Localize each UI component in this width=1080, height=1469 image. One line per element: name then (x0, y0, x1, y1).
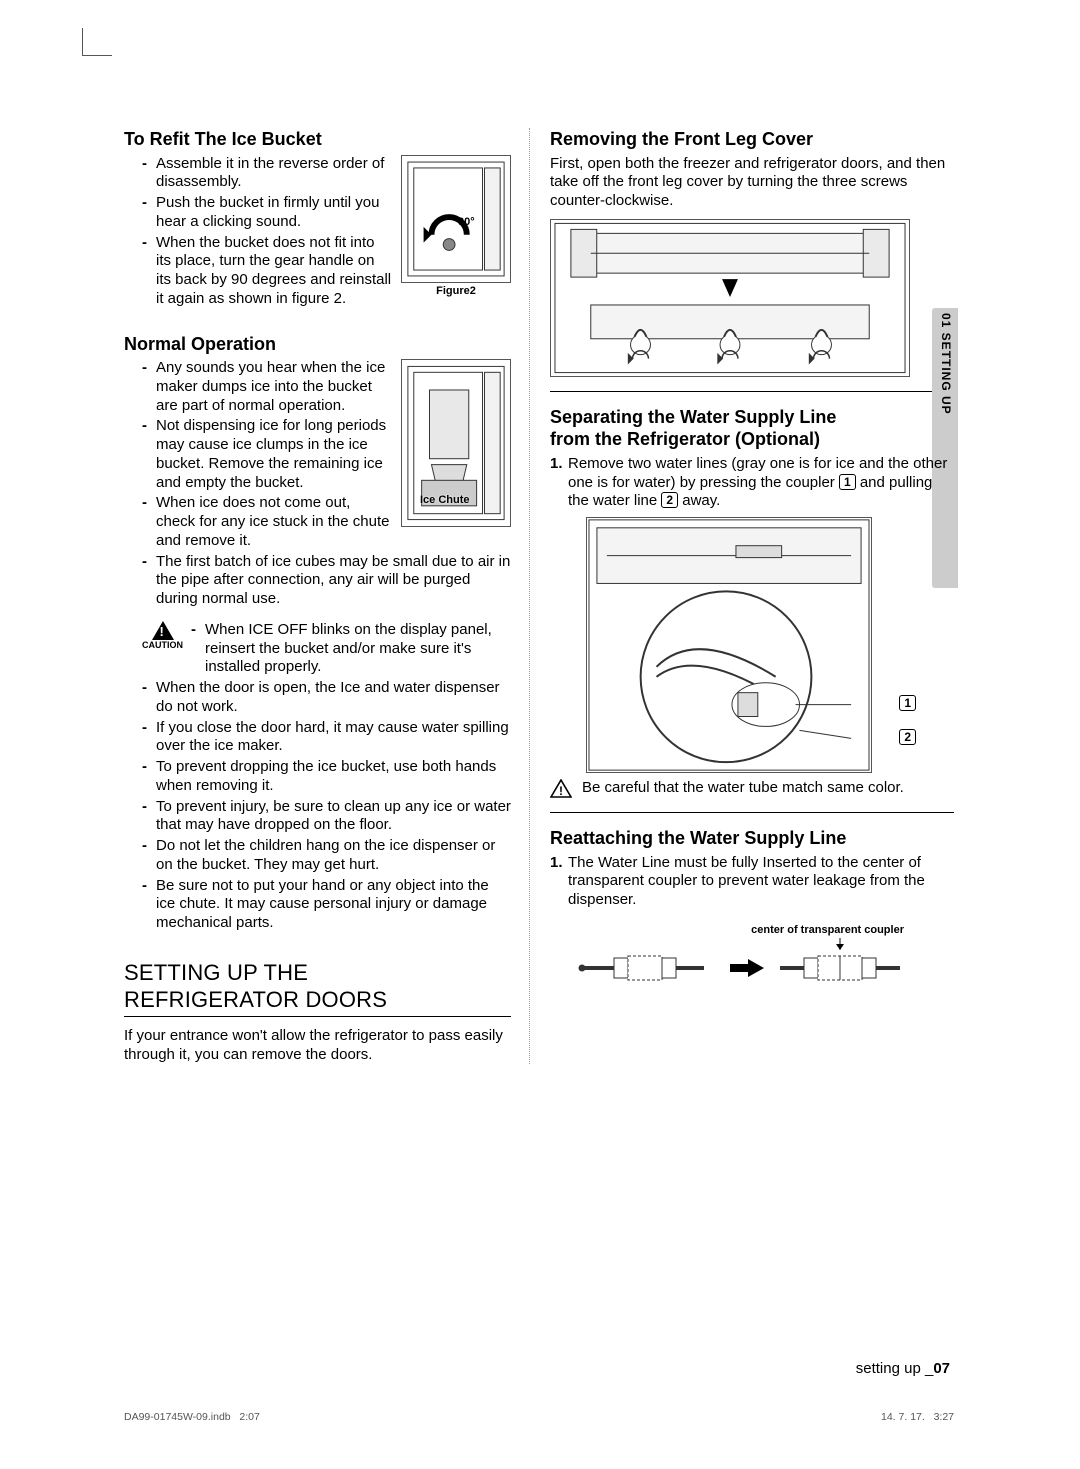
heading-line-2: REFRIGERATOR DOORS (124, 987, 387, 1012)
reattach-text: The Water Line must be fully Inserted to… (568, 854, 925, 909)
left-column: To Refit The Ice Bucket Assemble it in t… (124, 128, 530, 1064)
separate-water-step-1: 1. Remove two water lines (gray one is f… (550, 455, 954, 511)
normal-op-list-b: The first batch of ice cubes may be smal… (142, 553, 511, 609)
figure-2-caption: Figure2 (401, 285, 511, 299)
normal-op-item: Any sounds you hear when the ice maker d… (142, 359, 393, 415)
refit-list: Assemble it in the reverse order of disa… (142, 155, 393, 311)
footer-right-time: 3:27 (934, 1411, 954, 1423)
caution-item: When ICE OFF blinks on the display panel… (191, 621, 511, 677)
right-column: Removing the Front Leg Cover First, open… (550, 128, 954, 1064)
setting-up-doors-para: If your entrance won't allow the refrige… (124, 1027, 511, 1065)
heading-separate-water-a: Separating the Water Supply Line (550, 406, 954, 429)
figure-ref-2: 2 (899, 729, 916, 745)
divider (550, 391, 954, 392)
caution-item: Do not let the children hang on the ice … (142, 837, 511, 875)
footer-file: DA99-01745W-09.indb (124, 1411, 231, 1423)
caution-item: When the door is open, the Ice and water… (142, 679, 511, 717)
normal-op-item: When ice does not come out, check for an… (142, 494, 393, 550)
refit-item: When the bucket does not fit into its pl… (142, 234, 393, 309)
footer-left-time: 2:07 (239, 1411, 259, 1423)
normal-op-item: The first batch of ice cubes may be smal… (142, 553, 511, 609)
figure-2-angle-label: 90° (458, 216, 475, 230)
side-tab-label: 01 SETTING UP (939, 313, 953, 415)
svg-text:!: ! (559, 784, 563, 798)
warning-row: ! Be careful that the water tube match s… (550, 779, 954, 798)
inline-ref-1: 1 (839, 474, 856, 490)
heading-normal-operation: Normal Operation (124, 333, 511, 356)
figure-separate-water (586, 517, 872, 773)
warning-icon: ! (550, 779, 572, 798)
figure-ice-chute-label: Ice Chute (420, 494, 470, 508)
reattach-step-1: 1.The Water Line must be fully Inserted … (550, 854, 954, 910)
caution-item: To prevent dropping the ice bucket, use … (142, 758, 511, 796)
footer-page-num: 07 (933, 1360, 950, 1377)
normal-op-list-a: Any sounds you hear when the ice maker d… (142, 359, 393, 553)
page-content: 01 SETTING UP To Refit The Ice Bucket As… (124, 128, 954, 1348)
figure-2-illustration: 90° (401, 155, 511, 283)
step-text-c: away. (678, 492, 720, 509)
heading-line-1: SETTING UP THE (124, 960, 308, 985)
inline-ref-2: 2 (661, 492, 678, 508)
footer-date: 14. 7. 17. (881, 1411, 925, 1423)
refit-item: Push the bucket in firmly until you hear… (142, 194, 393, 232)
caution-icon: CAUTION (142, 621, 183, 651)
coupler-fig-label: center of transparent coupler (550, 924, 954, 938)
heading-setting-up-doors: SETTING UP THE REFRIGERATOR DOORS (124, 959, 511, 1017)
caution-item: To prevent injury, be sure to clean up a… (142, 798, 511, 836)
divider (550, 812, 954, 813)
separate-water-steps: 1. Remove two water lines (gray one is f… (550, 455, 954, 511)
figure-ice-chute: Ice Chute (401, 359, 511, 527)
refit-item: Assemble it in the reverse order of disa… (142, 155, 393, 193)
heading-reattach-water: Reattaching the Water Supply Line (550, 827, 954, 850)
caution-word: CAUTION (142, 640, 183, 651)
footer-section: setting up _ (856, 1360, 934, 1377)
caution-item: If you close the door hard, it may cause… (142, 719, 511, 757)
figure-ref-1: 1 (899, 695, 916, 711)
remove-leg-cover-para: First, open both the freezer and refrige… (550, 155, 954, 211)
normal-op-item: Not dispensing ice for long periods may … (142, 417, 393, 492)
caution-block: CAUTION When ICE OFF blinks on the displ… (142, 621, 511, 679)
caution-list: When ICE OFF blinks on the display panel… (191, 621, 511, 679)
figure-leg-cover (550, 219, 910, 377)
heading-remove-leg-cover: Removing the Front Leg Cover (550, 128, 954, 151)
warning-text: Be careful that the water tube match sam… (582, 779, 904, 798)
page-footer-label: setting up _07 (856, 1360, 950, 1377)
heading-separate-water-b: from the Refrigerator (Optional) (550, 428, 954, 451)
figure-coupler (574, 938, 914, 988)
heading-refit-ice-bucket: To Refit The Ice Bucket (124, 128, 511, 151)
crop-mark (82, 28, 112, 56)
caution-list-cont: When the door is open, the Ice and water… (142, 679, 511, 933)
caution-item: Be sure not to put your hand or any obje… (142, 877, 511, 933)
print-footer: DA99-01745W-09.indb 2:07 14. 7. 17. 3:27 (124, 1411, 954, 1423)
reattach-steps: 1.The Water Line must be fully Inserted … (550, 854, 954, 910)
